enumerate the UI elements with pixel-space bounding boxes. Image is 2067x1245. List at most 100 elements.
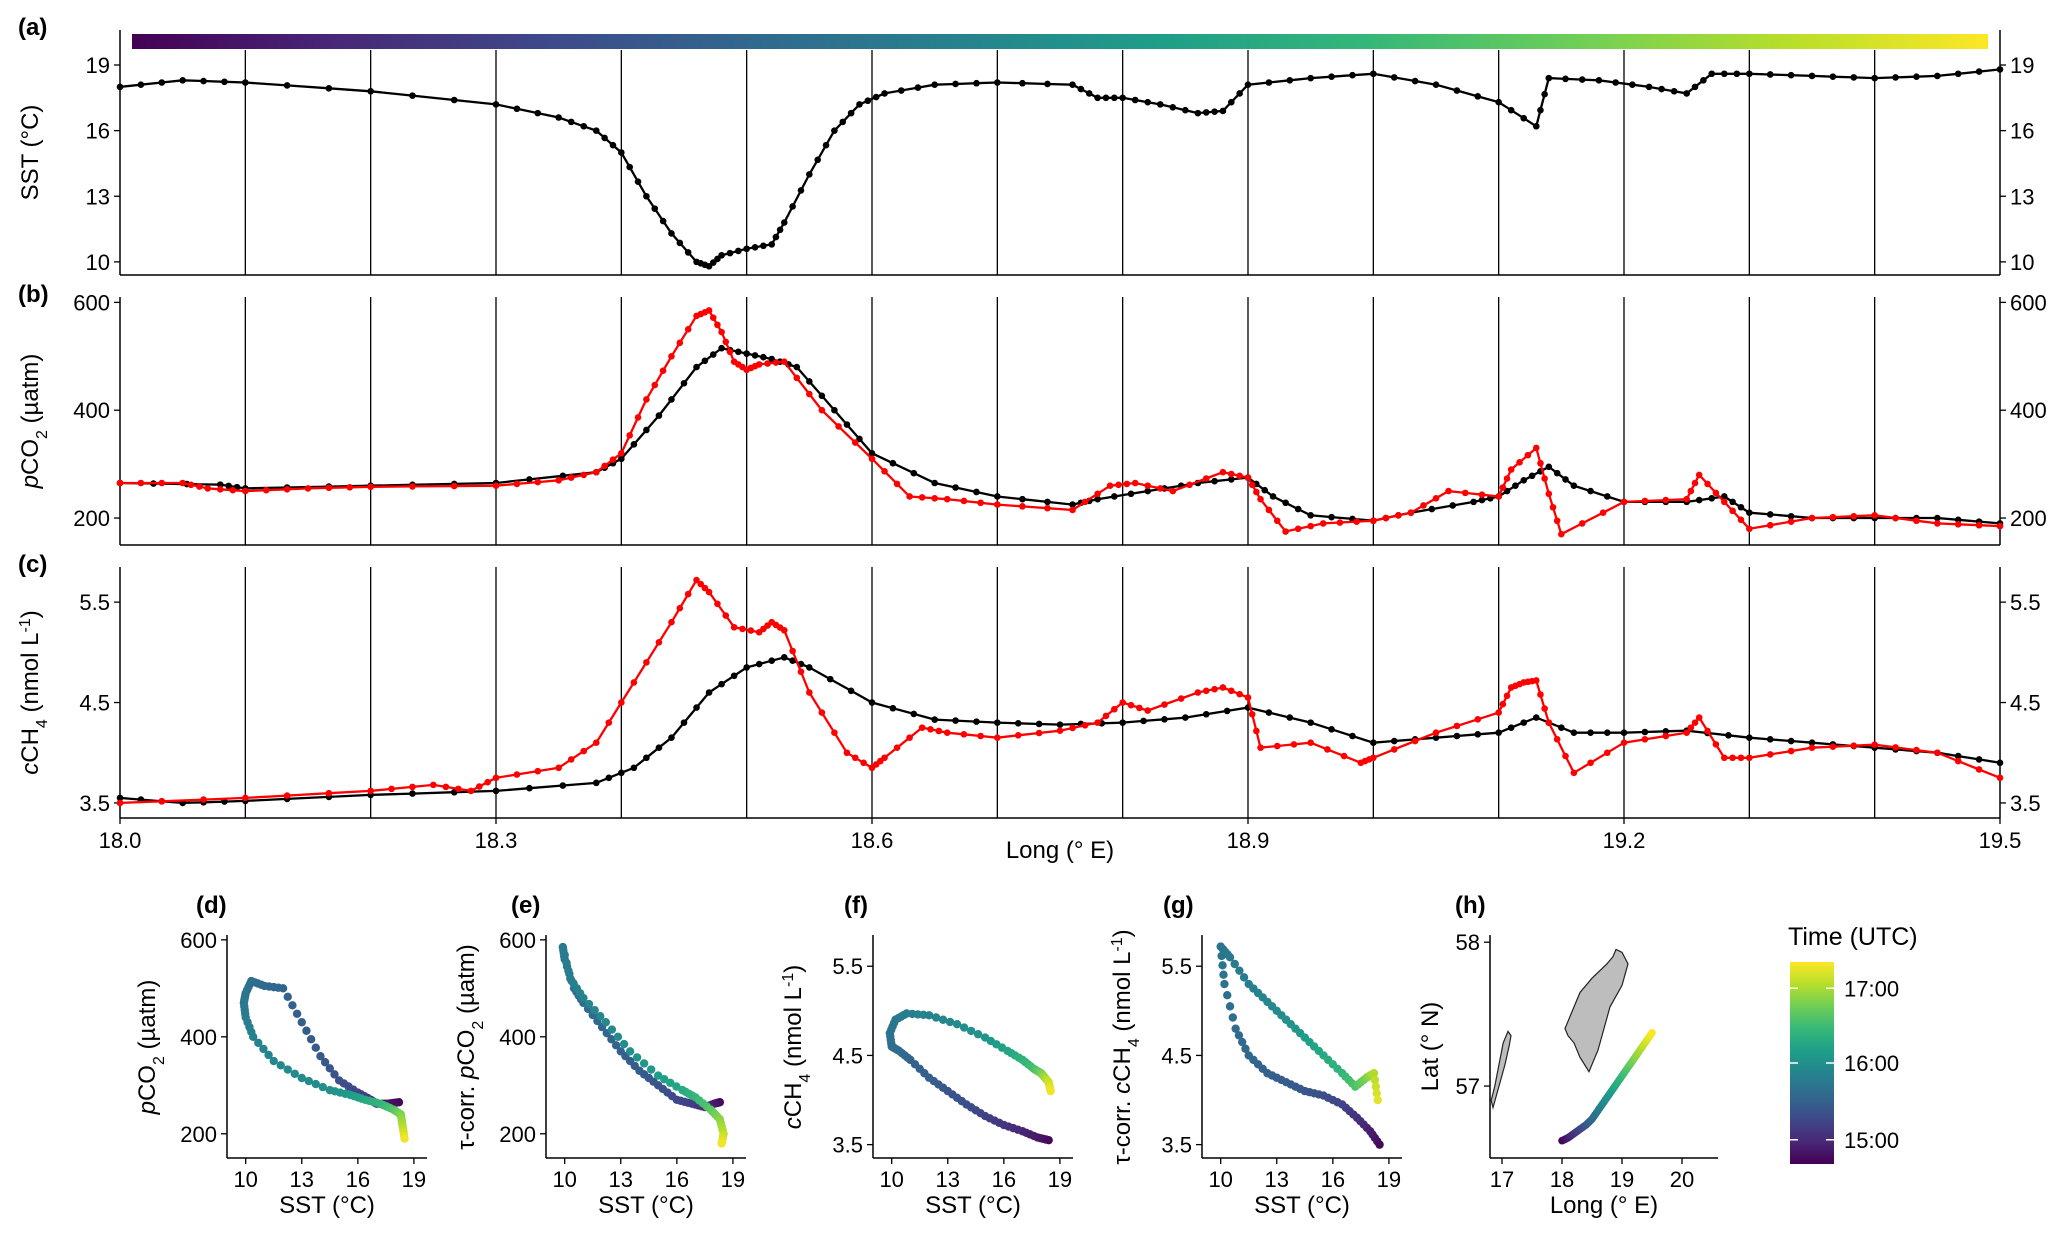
data-point	[634, 414, 642, 421]
data-point	[601, 462, 608, 470]
data-point	[960, 497, 968, 505]
x-tick-label: 10	[1208, 1167, 1232, 1192]
x-tick-label: 19	[1610, 1167, 1634, 1192]
data-point	[1553, 469, 1561, 477]
data-point	[755, 660, 763, 668]
scatter-point	[560, 950, 569, 960]
data-point	[739, 625, 746, 633]
x-tick-label: 16	[1321, 1167, 1345, 1192]
scatter-point	[924, 1011, 934, 1020]
data-point	[1094, 490, 1101, 498]
data-point	[367, 787, 374, 795]
data-point	[1720, 754, 1728, 762]
data-point	[1595, 77, 1603, 84]
data-point	[718, 680, 725, 688]
scatter-point	[400, 1134, 409, 1143]
data-point	[1578, 520, 1586, 527]
data-point	[262, 486, 270, 494]
data-point	[116, 794, 124, 802]
data-point	[973, 718, 980, 725]
data-point	[1370, 517, 1377, 525]
data-point	[1390, 746, 1398, 753]
data-point	[1019, 495, 1026, 503]
data-point	[1390, 737, 1398, 745]
data-point	[283, 82, 291, 89]
data-point	[1913, 517, 1920, 525]
land-polygon-1	[1490, 1030, 1512, 1110]
data-point	[780, 626, 788, 634]
data-point	[705, 689, 713, 696]
y-axis-title: cCH4 (nmol L-1)	[780, 965, 814, 1130]
data-point	[513, 771, 521, 778]
panel-e: 10 13 16 19 200 400 600 SST (°C) τ-corr. pCO2 (µ…	[453, 892, 746, 1219]
scatter-point	[1237, 1037, 1247, 1047]
data-point	[1641, 736, 1649, 743]
data-point	[609, 141, 617, 149]
x-tick-label: 19.5	[1979, 828, 2022, 853]
data-point	[618, 455, 625, 463]
data-point	[927, 726, 934, 733]
data-point	[1645, 83, 1653, 91]
scatter-point	[302, 1026, 311, 1035]
panel-g: 10 13 16 19 3.5 4.5 5.5 SST (°C) τ-corr. cCH4 (n…	[1109, 892, 1402, 1219]
data-point	[1495, 709, 1502, 716]
data-point	[1712, 489, 1720, 497]
data-point	[1934, 749, 1941, 757]
data-point	[1913, 746, 1920, 754]
scatter-point	[1373, 1095, 1382, 1105]
data-point	[1808, 744, 1816, 752]
data-point	[1081, 498, 1089, 506]
data-point	[1420, 502, 1427, 509]
data-point	[709, 314, 717, 321]
data-point	[242, 487, 249, 495]
data-point	[1227, 476, 1235, 483]
data-point	[1829, 73, 1837, 80]
data-point	[1954, 757, 1962, 765]
data-point	[1541, 705, 1548, 712]
data-point	[1570, 482, 1578, 489]
data-point	[889, 459, 897, 467]
y-tick-label-right: 19	[2010, 53, 2034, 78]
data-point	[1019, 503, 1026, 510]
data-point	[730, 672, 738, 680]
data-point	[893, 480, 901, 488]
data-point	[931, 494, 938, 502]
data-point	[1307, 522, 1314, 530]
data-point	[1211, 477, 1218, 485]
data-point	[1996, 774, 2004, 782]
data-point	[1629, 81, 1636, 88]
data-point	[1746, 734, 1753, 741]
data-point	[847, 109, 855, 117]
data-point	[797, 187, 805, 194]
scatter-point	[1372, 1089, 1381, 1098]
scatter-point	[276, 1061, 285, 1070]
data-point	[910, 469, 918, 477]
x-tick-label: 17	[1490, 1167, 1514, 1192]
data-point	[1587, 729, 1594, 736]
data-point	[1766, 511, 1774, 518]
data-point	[1014, 732, 1022, 739]
data-point	[1612, 79, 1619, 86]
data-point	[1603, 493, 1611, 500]
data-point	[1495, 493, 1502, 500]
data-point	[806, 689, 813, 696]
data-point	[455, 785, 462, 793]
scatter-point	[306, 1035, 316, 1044]
land-polygon-0	[1564, 948, 1629, 1074]
data-point	[889, 704, 897, 712]
data-point	[492, 774, 500, 782]
data-point	[1269, 493, 1277, 500]
scatter-point	[952, 1019, 962, 1029]
data-point	[1524, 451, 1532, 459]
y-tick-label: 400	[499, 1025, 536, 1050]
data-point	[567, 756, 575, 763]
data-point	[1248, 710, 1256, 718]
data-point	[580, 122, 588, 130]
data-point	[1499, 700, 1507, 708]
scatter-point	[632, 1053, 642, 1062]
data-point	[484, 778, 491, 786]
scatter-point	[579, 993, 588, 1003]
data-point	[1282, 499, 1289, 507]
data-point	[1532, 677, 1540, 684]
panel-label: (c)	[18, 551, 47, 578]
